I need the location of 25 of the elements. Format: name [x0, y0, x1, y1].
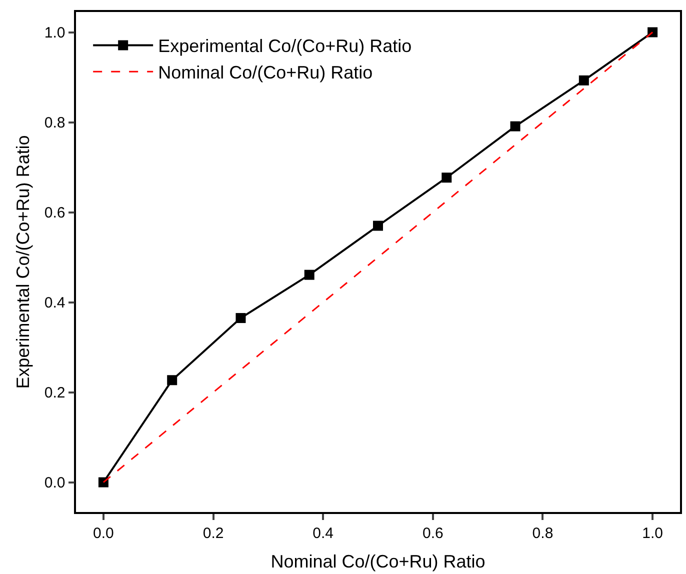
legend-label: Experimental Co/(Co+Ru) Ratio [158, 36, 412, 56]
point [304, 270, 314, 280]
point [236, 313, 246, 324]
y-tick-label: 0.2 [44, 384, 66, 402]
x-tick-label: 0.0 [93, 524, 114, 542]
y-tick-label: 0.4 [44, 294, 66, 312]
y-tick-label: 0.8 [44, 114, 66, 132]
x-tick-label: 0.8 [532, 524, 554, 542]
x-tick-label: 0.6 [422, 524, 444, 542]
point [373, 220, 383, 231]
y-tick-label: 0.6 [44, 204, 66, 222]
point [98, 477, 108, 488]
point [578, 75, 589, 86]
x-axis-title: Nominal Co/(Co+Ru) Ratio [270, 551, 486, 572]
point [648, 27, 658, 38]
x-tick-label: 0.4 [312, 524, 334, 542]
point [510, 121, 520, 132]
x-tick-label: 1.0 [642, 524, 663, 542]
point [167, 375, 178, 386]
y-axis-title: Experimental Co/(Co+Ru) Ratio [13, 135, 34, 389]
y-tick-label: 0.0 [44, 474, 66, 492]
point [442, 172, 452, 183]
y-tick-label: 1.0 [44, 24, 66, 42]
x-tick-label: 0.2 [202, 524, 224, 542]
legend-label: Nominal Co/(Co+Ru) Ratio [158, 62, 373, 83]
